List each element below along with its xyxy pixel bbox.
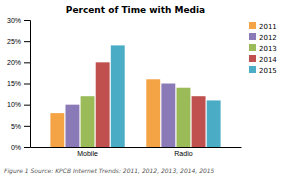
y-tick-label: 0% [11,144,21,151]
legend-label: 2014 [259,56,277,64]
x-axis-line [31,147,242,148]
legend-label: 2013 [259,45,277,53]
legend-swatch [249,22,256,29]
y-tick-mark [24,147,30,148]
bar [96,62,110,147]
plot: 0% 5% 10% 15% 20% 25% 30% Mobile Radio [7,17,242,157]
legend-label: 2015 [259,67,277,75]
y-tick-label: 30% [7,17,21,24]
legend-label: 2012 [259,34,277,42]
x-tick-label: Mobile [77,150,98,157]
bar [50,113,64,147]
y-tick-mark [24,105,30,106]
bar-series [111,45,221,147]
legend-item: 2011 [249,22,277,31]
bar [177,88,191,147]
y-tick-label: 25% [7,38,21,45]
y-tick: 15% [7,80,30,87]
legend-swatch [249,44,256,51]
x-tick: Radio [174,147,192,157]
y-tick-mark [24,20,30,21]
y-tick-label: 20% [7,59,21,66]
x-tick: Mobile [77,147,98,157]
bars [50,45,220,147]
legend-swatch [249,66,256,73]
y-tick: 20% [7,59,30,66]
chart: Percent of Time with Media 0% 5% 10% 15% 20% 2… [0,0,285,177]
y-tick-label: 5% [11,123,21,130]
bar [111,45,125,147]
legend-item: 2013 [249,44,277,53]
bar [65,105,79,147]
title: Percent of Time with Media [66,5,205,15]
legend: 2011 2012 2013 2014 2015 [249,22,277,75]
y-tick-mark [24,84,30,85]
y-tick-label: 10% [7,101,21,108]
legend-label: 2011 [259,23,277,31]
y-tick-mark [24,41,30,42]
legend-item: 2014 [249,55,277,64]
bar [192,96,206,147]
legend-item: 2015 [249,66,277,75]
x-axis: Mobile Radio [31,147,242,157]
y-tick-mark [24,126,30,127]
bar [207,100,221,147]
y-tick-label: 15% [7,80,21,87]
y-axis: 0% 5% 10% 15% 20% 25% 30% [7,17,31,151]
bar [81,96,95,147]
y-tick: 5% [11,123,30,130]
y-tick: 0% [11,144,30,151]
bar [161,84,175,148]
legend-swatch [249,33,256,40]
bar [146,79,160,147]
caption: Figure 1 Source: KPCB Internet Trends: 2… [4,167,215,175]
legend-swatch [249,55,256,62]
legend-item: 2012 [249,33,277,42]
x-tick-label: Radio [174,150,192,157]
y-tick-mark [24,62,30,63]
y-axis-line [24,21,31,148]
y-tick: 30% [7,17,30,24]
y-tick: 25% [7,38,30,45]
y-tick: 10% [7,101,30,108]
